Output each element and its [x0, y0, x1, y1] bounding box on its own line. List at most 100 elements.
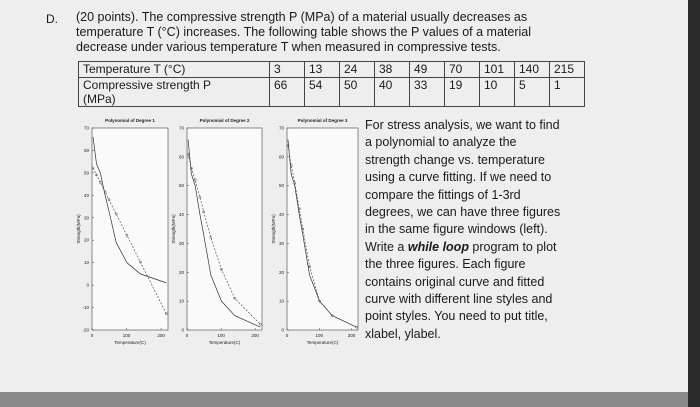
series-line — [92, 136, 167, 284]
x-axis-label: Temperature(C) — [114, 340, 146, 345]
data-point — [258, 322, 262, 326]
y-tick-label: 40 — [84, 193, 90, 198]
text-segment: point styles. You need to put title, — [365, 309, 548, 324]
series-line — [287, 145, 357, 328]
question-line: (20 points). The compressive strength P … — [76, 10, 528, 24]
cell-value: 50 — [344, 78, 358, 92]
cell-value: 70 — [449, 62, 463, 76]
side-line: For stress analysis, we want to find — [365, 117, 560, 134]
cell-value: 101 — [484, 62, 505, 76]
y-tick-label: 40 — [279, 212, 285, 217]
cell-value: 3 — [274, 62, 281, 76]
data-point — [125, 233, 129, 237]
table-row: Compressive strength P (MPa) 66 54 50 40 33 19… — [78, 77, 585, 107]
text-segment: compare the fittings of 1-3rd — [365, 187, 521, 202]
series-line — [187, 139, 261, 328]
cell-value: 10 — [484, 78, 498, 92]
series-line — [92, 167, 167, 314]
y-tick-label: 40 — [179, 212, 185, 217]
y-tick-label: 70 — [179, 126, 185, 131]
y-tick-label: 10 — [279, 299, 285, 304]
data-point — [209, 236, 213, 240]
data-point — [355, 325, 358, 329]
side-line: Write a while loop program to plot — [365, 239, 560, 256]
y-tick-label: 50 — [179, 183, 185, 188]
table-cell: 70 — [444, 61, 480, 78]
cell-value: 66 — [274, 78, 288, 92]
data-point — [289, 164, 293, 167]
cell-value: 140 — [519, 62, 540, 76]
data-point — [202, 210, 206, 214]
side-line: using a curve fitting. If we need to — [365, 169, 560, 186]
row-label: Temperature T (°C) — [83, 62, 186, 76]
text-segment: using a curve fitting. If we need to — [365, 170, 552, 185]
data-point — [233, 296, 237, 300]
y-tick-label: 20 — [279, 270, 285, 275]
data-point — [98, 180, 102, 184]
y-tick-label: 30 — [279, 241, 285, 246]
text-segment: curve with different line styles and — [365, 292, 553, 307]
cell-value: 215 — [554, 62, 575, 76]
y-tick-label: 50 — [84, 170, 90, 175]
plot-frame — [91, 127, 169, 331]
text-segment: contains original curve and fitted — [365, 274, 545, 289]
table-cell: 66 — [269, 77, 305, 107]
data-point — [220, 268, 223, 271]
table-cell: 33 — [409, 77, 445, 107]
table-cell: 10 — [479, 77, 515, 107]
data-point — [318, 299, 321, 303]
y-tick-label: 30 — [84, 215, 90, 220]
cell-value: 33 — [414, 78, 428, 92]
side-line: degrees, we can have three figures — [365, 204, 560, 221]
side-line: curve with different line styles and — [365, 291, 560, 308]
text-segment: the three figures. Each figure — [365, 257, 526, 272]
chart-title: Polynomial of Degree 2 — [200, 118, 250, 123]
cell-value: 5 — [519, 78, 526, 92]
row-label: Compressive strength P (MPa) — [83, 78, 211, 106]
table-cell: Compressive strength P (MPa) — [78, 77, 270, 107]
question-line: temperature T (°C) increases. The follow… — [76, 25, 531, 39]
y-tick-label: 0 — [181, 328, 184, 333]
x-tick-label: 200 — [251, 333, 259, 338]
y-tick-label: 70 — [84, 126, 90, 131]
x-tick-label: 200 — [157, 333, 165, 338]
x-tick-label: 0 — [286, 333, 289, 338]
cell-value: 24 — [344, 62, 358, 76]
side-line: point styles. You need to put title, — [365, 308, 560, 325]
y-tick-label: 20 — [179, 270, 185, 275]
y-tick-label: 50 — [279, 183, 285, 188]
data-point — [301, 227, 305, 231]
side-line: strength change vs. temperature — [365, 152, 560, 169]
y-tick-label: -10 — [82, 305, 89, 310]
y-tick-label: 30 — [179, 241, 185, 246]
question-label: D. — [46, 12, 58, 26]
text-segment: For stress analysis, we want to find — [365, 118, 560, 132]
data-point — [286, 143, 290, 147]
text-segment: Write a — [365, 239, 408, 254]
y-axis-label: Strength(MPa) — [76, 214, 81, 244]
data-point — [186, 152, 190, 156]
data-point — [91, 166, 95, 170]
data-point — [139, 260, 142, 264]
foot — [0, 392, 688, 407]
table-cell: 19 — [444, 77, 480, 107]
table-cell: 49 — [409, 61, 445, 78]
side-text: For stress analysis, we want to find a po… — [365, 117, 560, 343]
data-point — [198, 195, 202, 199]
cell-value: 54 — [309, 78, 323, 92]
x-tick-label: 100 — [217, 333, 225, 338]
text-segment: strength change vs. temperature — [365, 152, 545, 167]
table-cell: 40 — [374, 77, 410, 107]
data-table: Temperature T (°C) 3 13 24 38 49 70 101 140 215 Co… — [78, 61, 585, 107]
x-tick-label: 200 — [348, 333, 356, 338]
cell-value: 38 — [379, 62, 393, 76]
x-axis-label: Temperature(C) — [209, 340, 241, 345]
cell-value: 19 — [449, 78, 463, 92]
data-point — [164, 312, 168, 315]
data-point — [293, 181, 297, 185]
chart-title: Polynomial of Degree 1 — [105, 118, 155, 123]
y-tick-label: 60 — [84, 148, 90, 153]
question-line: decrease under various temperature T whe… — [76, 40, 501, 54]
y-tick-label: 60 — [279, 154, 285, 159]
y-tick-label: 70 — [279, 126, 285, 131]
